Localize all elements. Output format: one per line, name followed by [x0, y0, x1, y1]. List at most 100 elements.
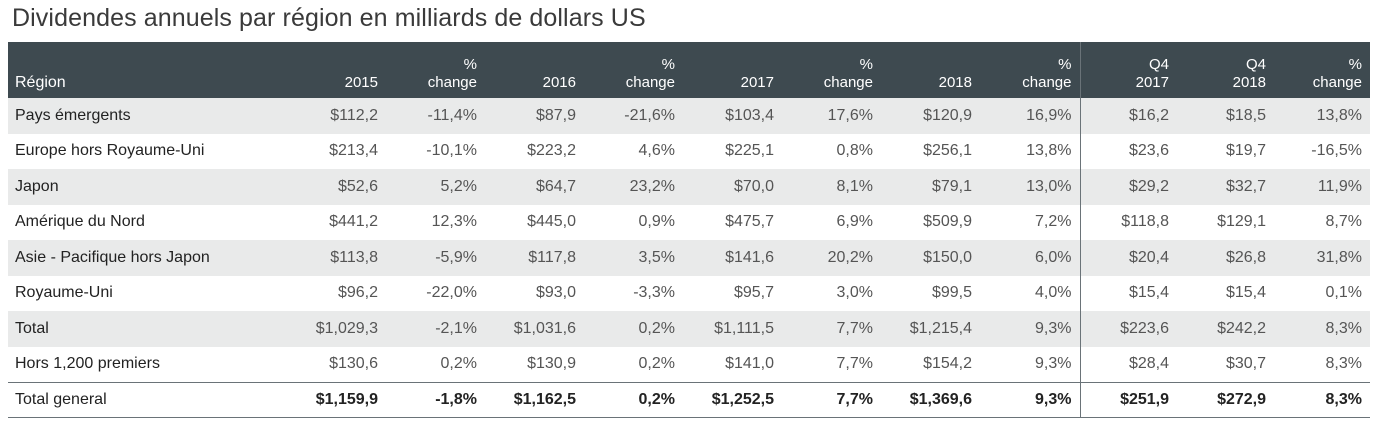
grand-total-row: Total general $1,159,9 -1,8% $1,162,5 0,2% $1… — [8, 382, 1370, 418]
value-cell: $23,6 — [1128, 142, 1169, 160]
value-cell: -22,0% — [426, 284, 477, 302]
value-cell: 7,2% — [980, 204, 1081, 240]
value-cell: 8,3% — [1325, 390, 1362, 408]
value-cell: 0,2% — [440, 355, 477, 372]
value-cell: 4,0% — [980, 275, 1081, 311]
column-header: Q4 2018 — [1177, 42, 1274, 98]
table-row: Pays émergents $112,2 -11,4% $87,9 -21,6% $10… — [8, 98, 1370, 134]
value-cell: 13,0% — [980, 169, 1081, 205]
column-header: % change — [584, 42, 683, 98]
header-line-1 — [683, 56, 774, 74]
value-cell: 8,1% — [836, 177, 873, 195]
value-cell: $52,6 — [337, 177, 378, 195]
value-cell: $1,162,5 — [513, 390, 576, 408]
value-cell: $20,4 — [1128, 248, 1169, 266]
value-cell: $15,4 — [1128, 284, 1169, 302]
column-header: % change — [386, 42, 485, 98]
value-cell: $87,9 — [535, 106, 576, 124]
table-row: Asie - Pacifique hors Japon $113,8 -5,9% $1… — [8, 240, 1370, 276]
value-cell: 6,9% — [836, 213, 873, 231]
header-line-2: 2017 — [1135, 74, 1169, 91]
value-cell: -5,9% — [435, 248, 477, 266]
value-cell: $70,0 — [733, 177, 774, 195]
value-cell: $96,2 — [337, 284, 378, 302]
value-cell: $1,029,3 — [315, 319, 378, 337]
header-line-1: % — [859, 56, 873, 73]
value-cell: 0,2% — [638, 319, 675, 337]
value-cell: $154,2 — [923, 355, 972, 372]
value-cell: 7,7% — [836, 355, 873, 372]
region-cell: Europe hors Royaume-Uni — [15, 142, 205, 160]
value-cell: -3,3% — [633, 284, 675, 302]
value-cell: 11,9% — [1317, 177, 1362, 195]
value-cell: 6,0% — [980, 240, 1081, 276]
table-row: Amérique du Nord $441,2 12,3% $445,0 0,9% $47… — [8, 204, 1370, 240]
value-cell: $19,7 — [1225, 142, 1266, 160]
table-title: Dividendes annuels par région en milliar… — [12, 4, 646, 32]
header-line-1: % — [1058, 56, 1072, 73]
header-line-1 — [15, 56, 262, 74]
value-cell: $141,0 — [725, 355, 774, 372]
column-header: % change — [1274, 42, 1370, 98]
value-cell: -10,1% — [426, 142, 477, 160]
value-cell: 0,2% — [638, 355, 675, 372]
value-cell: 0,9% — [638, 213, 675, 231]
value-cell: $29,2 — [1128, 177, 1169, 195]
value-cell: 7,7% — [836, 319, 873, 337]
value-cell: $150,0 — [923, 248, 972, 266]
header-line-2: change — [625, 74, 675, 91]
column-header: 2018 — [881, 42, 980, 98]
value-cell: $26,8 — [1225, 248, 1266, 266]
value-cell: 0,2% — [638, 390, 675, 408]
value-cell: 31,8% — [1316, 248, 1362, 266]
region-cell: Pays émergents — [15, 106, 131, 124]
value-cell: $1,369,6 — [909, 390, 972, 408]
value-cell: 23,2% — [629, 177, 675, 195]
value-cell: 3,0% — [836, 284, 873, 302]
header-line-2: change — [1312, 74, 1362, 91]
value-cell: -11,4% — [427, 106, 477, 124]
value-cell: $117,8 — [528, 248, 576, 266]
value-cell: $1,111,5 — [714, 319, 774, 337]
value-cell: $113,8 — [330, 248, 378, 266]
value-cell: $225,1 — [725, 142, 774, 160]
header-line-2: 2018 — [938, 74, 972, 91]
value-cell: $441,2 — [329, 213, 378, 231]
region-cell: Total — [15, 319, 49, 337]
table-row: Total $1,029,3 -2,1% $1,031,6 0,2% $1,111,5 7,… — [8, 311, 1370, 347]
value-cell: 0,1% — [1325, 284, 1362, 302]
value-cell: $223,6 — [1120, 319, 1169, 337]
value-cell: 13,8% — [980, 133, 1081, 169]
value-cell: -2,1% — [435, 319, 477, 337]
header-line-2: 2018 — [1232, 74, 1266, 91]
value-cell: $99,5 — [931, 284, 972, 302]
value-cell: 7,7% — [836, 390, 873, 408]
value-cell: $16,2 — [1128, 106, 1169, 124]
value-cell: 8,3% — [1325, 319, 1362, 337]
value-cell: 20,2% — [827, 248, 873, 266]
value-cell: $64,7 — [535, 177, 576, 195]
header-line-2: Région — [15, 74, 66, 91]
header-line-1: Q4 — [1148, 56, 1169, 73]
value-cell: 9,3% — [980, 311, 1081, 347]
column-header: 2017 — [683, 42, 782, 98]
header-line-2: 2017 — [740, 74, 774, 91]
value-cell: $272,9 — [1217, 390, 1266, 408]
value-cell: -21,6% — [624, 106, 675, 124]
value-cell: 9,3% — [980, 382, 1081, 418]
column-header: % change — [782, 42, 881, 98]
header-line-2: change — [427, 74, 477, 91]
value-cell: $242,2 — [1217, 319, 1266, 337]
value-cell: $103,4 — [725, 106, 774, 124]
value-cell: $445,0 — [527, 213, 576, 231]
value-cell: $213,4 — [329, 142, 378, 160]
value-cell: $93,0 — [535, 284, 576, 302]
value-cell: $256,1 — [923, 142, 972, 160]
value-cell: $30,7 — [1225, 355, 1266, 372]
value-cell: 5,2% — [440, 177, 477, 195]
value-cell: $79,1 — [931, 177, 972, 195]
column-header: 2016 — [485, 42, 584, 98]
header-line-1 — [485, 56, 576, 74]
value-cell: $1,252,5 — [711, 390, 774, 408]
header-row: Région 2015% change 2016% change 2017% change 2… — [8, 42, 1370, 98]
